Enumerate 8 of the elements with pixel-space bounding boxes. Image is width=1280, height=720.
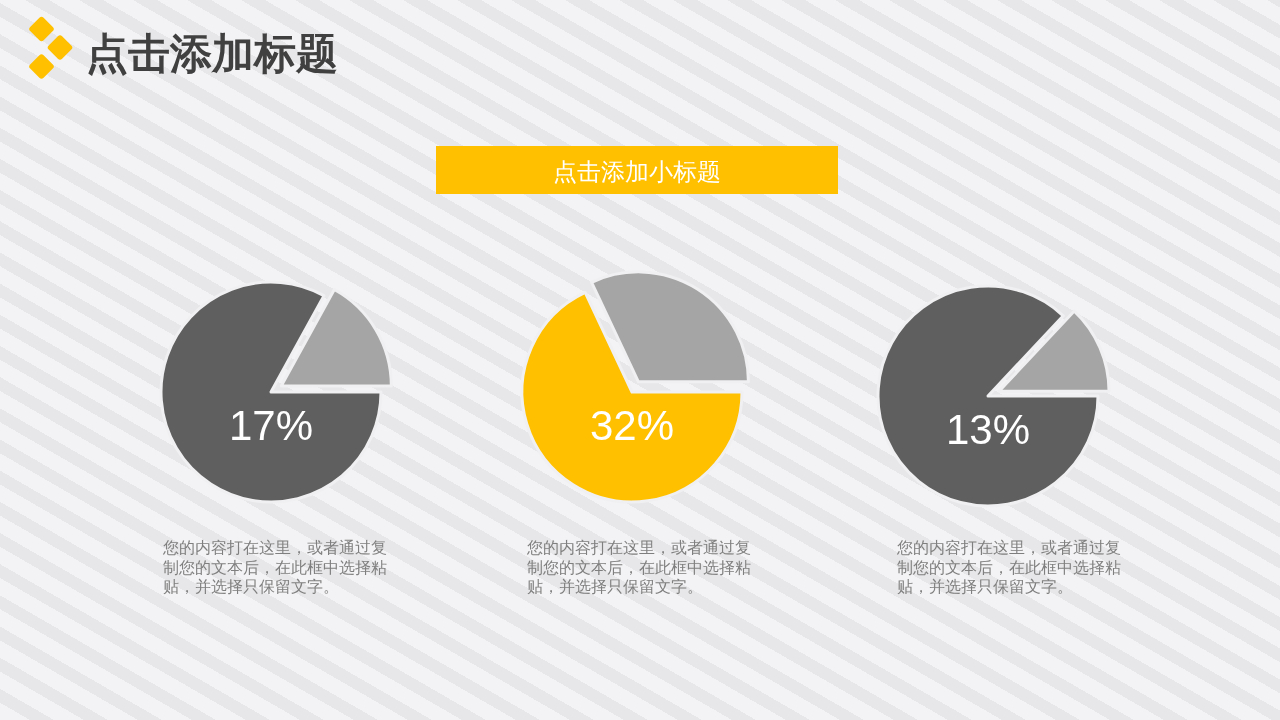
- text: 您的内容打在这里，或者通过复制您的文本后，在此框中选择粘贴，并选择只保留文字。: [897, 538, 1122, 597]
- text: 13%: [945, 405, 1031, 453]
- text: 您的内容打在这里，或者通过复制您的文本后，在此框中选择粘贴，并选择只保留文字。: [163, 538, 388, 597]
- text: 32%: [589, 401, 675, 449]
- text: 您的内容打在这里，或者通过复制您的文本后，在此框中选择粘贴，并选择只保留文字。: [527, 538, 752, 597]
- text: 点击添加小标题: [553, 157, 721, 185]
- text: 点击添加标题: [86, 29, 338, 77]
- text: 17%: [228, 401, 314, 449]
